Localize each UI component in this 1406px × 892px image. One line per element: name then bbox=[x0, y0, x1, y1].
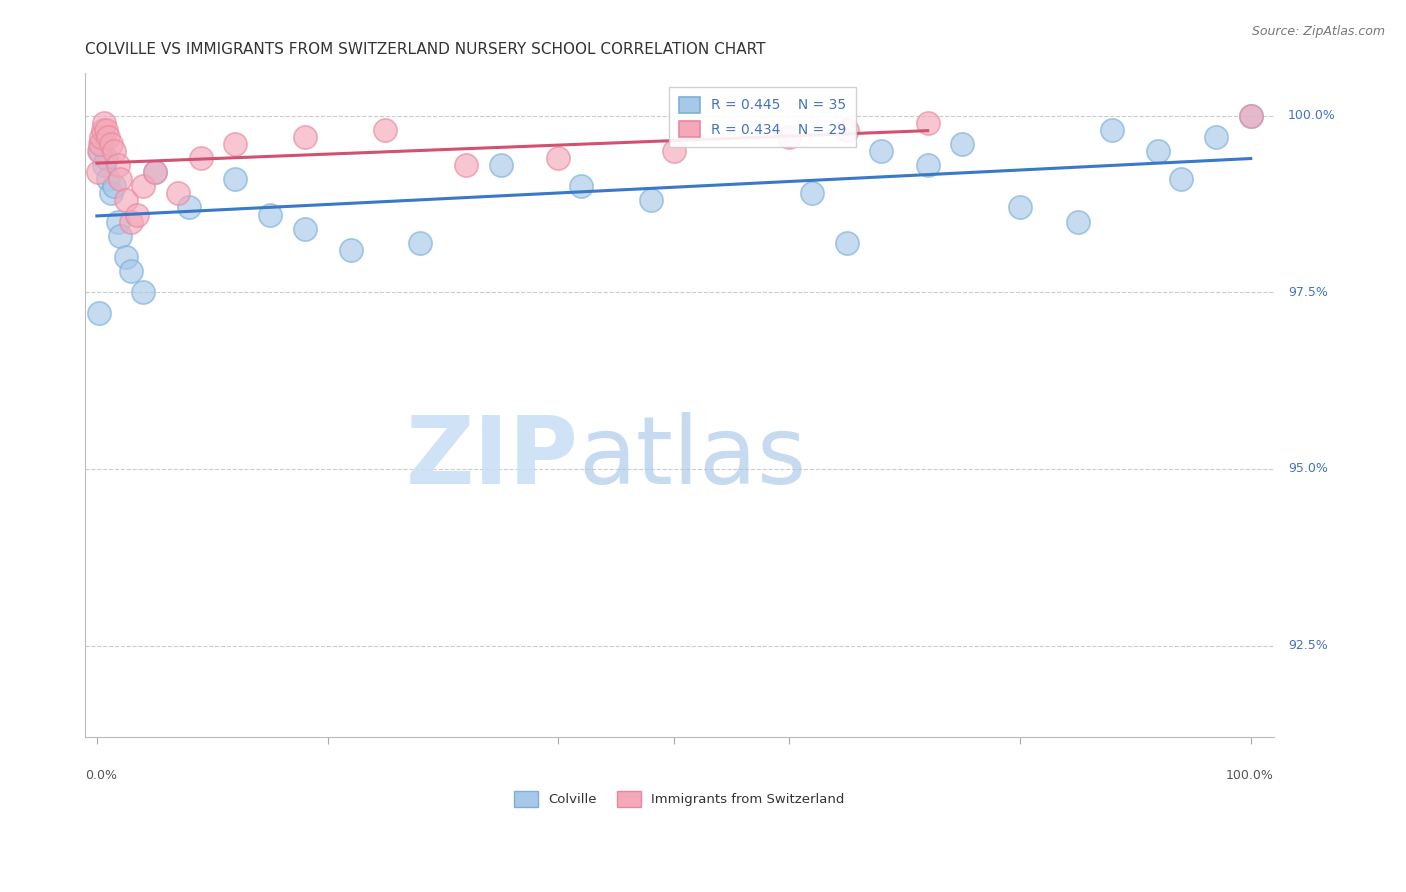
Point bbox=[801, 186, 824, 201]
Point bbox=[294, 221, 316, 235]
Point bbox=[114, 194, 136, 208]
Point bbox=[97, 129, 120, 144]
Point bbox=[127, 208, 149, 222]
Point bbox=[778, 129, 800, 144]
Point bbox=[91, 122, 114, 136]
Point bbox=[94, 151, 117, 165]
Text: 100.0%: 100.0% bbox=[1288, 109, 1336, 122]
Point bbox=[454, 158, 477, 172]
Text: 95.0%: 95.0% bbox=[1288, 462, 1327, 475]
Point bbox=[489, 158, 512, 172]
Point bbox=[103, 179, 125, 194]
Point bbox=[120, 264, 142, 278]
Point bbox=[93, 116, 115, 130]
Point bbox=[374, 122, 396, 136]
Point bbox=[94, 122, 117, 136]
Point bbox=[339, 243, 361, 257]
Point bbox=[107, 214, 129, 228]
Point bbox=[835, 235, 858, 250]
Point bbox=[166, 186, 188, 201]
Text: 92.5%: 92.5% bbox=[1288, 639, 1327, 652]
Text: Source: ZipAtlas.com: Source: ZipAtlas.com bbox=[1251, 25, 1385, 38]
Point bbox=[1170, 172, 1192, 186]
Point bbox=[132, 285, 155, 300]
Point bbox=[89, 306, 111, 320]
Point bbox=[143, 165, 166, 179]
Point bbox=[97, 172, 120, 186]
Point bbox=[1066, 214, 1088, 228]
Point bbox=[108, 172, 131, 186]
Point bbox=[90, 136, 112, 151]
Text: 97.5%: 97.5% bbox=[1288, 285, 1327, 299]
Point bbox=[662, 144, 685, 158]
Point bbox=[89, 144, 111, 158]
Point bbox=[870, 144, 893, 158]
Point bbox=[835, 122, 858, 136]
Point bbox=[90, 129, 112, 144]
Point bbox=[259, 208, 281, 222]
Point bbox=[1008, 201, 1031, 215]
Point bbox=[93, 158, 115, 172]
Point bbox=[103, 144, 125, 158]
Point bbox=[100, 136, 122, 151]
Point bbox=[1147, 144, 1170, 158]
Text: COLVILLE VS IMMIGRANTS FROM SWITZERLAND NURSERY SCHOOL CORRELATION CHART: COLVILLE VS IMMIGRANTS FROM SWITZERLAND … bbox=[86, 42, 766, 57]
Point bbox=[224, 172, 246, 186]
Point bbox=[294, 129, 316, 144]
Point bbox=[143, 165, 166, 179]
Point bbox=[87, 165, 110, 179]
Text: 100.0%: 100.0% bbox=[1226, 769, 1274, 782]
Point bbox=[917, 158, 939, 172]
Point bbox=[1240, 109, 1263, 123]
Text: 0.0%: 0.0% bbox=[86, 769, 117, 782]
Point bbox=[190, 151, 212, 165]
Point bbox=[89, 144, 111, 158]
Legend: Colville, Immigrants from Switzerland: Colville, Immigrants from Switzerland bbox=[508, 784, 851, 814]
Text: ZIP: ZIP bbox=[406, 412, 578, 505]
Point bbox=[100, 186, 122, 201]
Point bbox=[950, 136, 973, 151]
Text: atlas: atlas bbox=[578, 412, 807, 505]
Point bbox=[89, 136, 111, 151]
Point bbox=[224, 136, 246, 151]
Point bbox=[571, 179, 593, 194]
Point bbox=[120, 214, 142, 228]
Point bbox=[107, 158, 129, 172]
Point bbox=[132, 179, 155, 194]
Point bbox=[179, 201, 201, 215]
Point bbox=[1205, 129, 1227, 144]
Point bbox=[547, 151, 569, 165]
Point bbox=[917, 116, 939, 130]
Point bbox=[640, 194, 662, 208]
Point bbox=[1101, 122, 1123, 136]
Point bbox=[108, 228, 131, 243]
Point bbox=[1240, 109, 1263, 123]
Point bbox=[409, 235, 432, 250]
Point bbox=[114, 250, 136, 264]
